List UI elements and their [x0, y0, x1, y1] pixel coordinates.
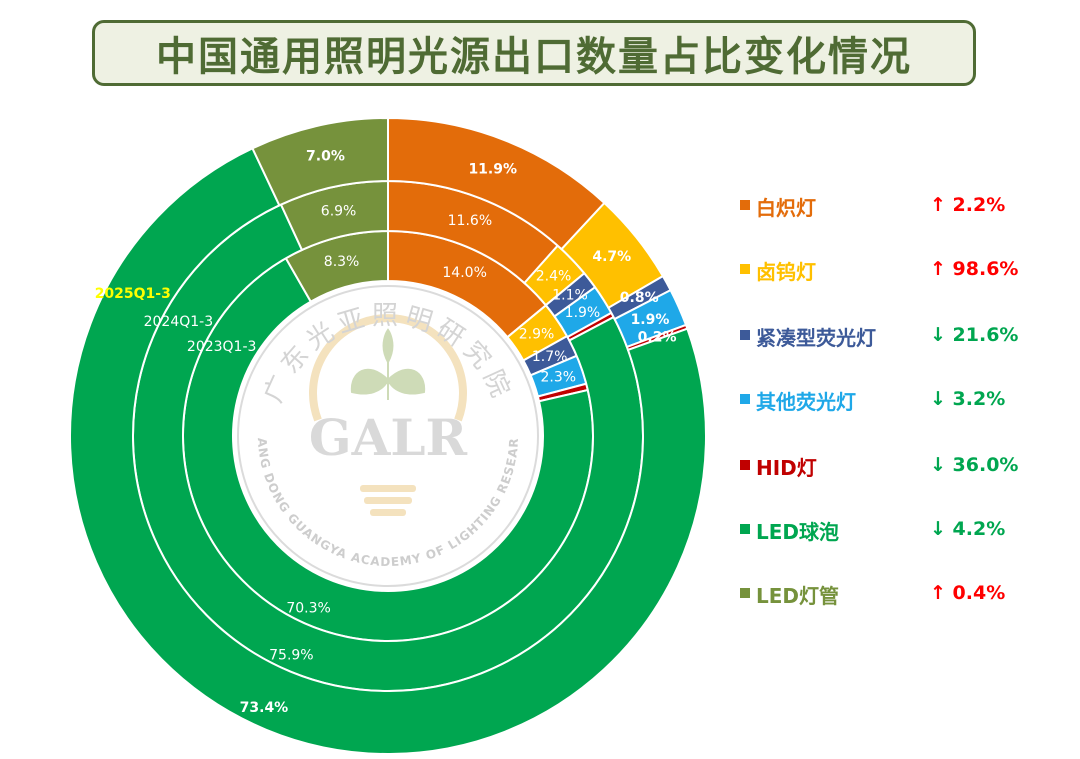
- sprout-icon: [350, 328, 426, 400]
- data-label-2024Q1-3-halogen: 2.4%: [536, 268, 572, 284]
- legend-change: ↓ 36.0%: [930, 454, 1019, 476]
- legend-swatch: [740, 524, 750, 534]
- legend-swatch: [740, 264, 750, 274]
- data-label-2025Q1-3-led-tube: 7.0%: [306, 148, 345, 164]
- data-label-2025Q1-3-other-fluorescent: 1.9%: [631, 312, 670, 328]
- bulb-base-2: [364, 497, 412, 504]
- legend-label: 其他荧光灯: [756, 390, 856, 414]
- chart-rings: [69, 116, 707, 755]
- data-label-2025Q1-3-hid: 0.2%: [638, 330, 677, 346]
- page-title: 中国通用照明光源出口数量占比变化情况: [156, 34, 912, 80]
- legend-item-led-bulb: LED球泡 ↓ 4.2%: [740, 514, 1070, 548]
- legend-item-cfl: 紧凑型荧光灯 ↓ 21.6%: [740, 320, 1070, 354]
- legend-item-halogen: 卤钨灯 ↑ 98.6%: [740, 254, 1070, 288]
- bulb-icon: [309, 314, 467, 422]
- data-label-2023Q1-3-halogen: 2.9%: [519, 326, 555, 342]
- legend-label: 卤钨灯: [756, 260, 816, 284]
- legend-change: ↑ 2.2%: [930, 194, 1006, 216]
- slice-2025Q1-3-led-bulb: [69, 146, 707, 755]
- legend-item-incandescent: 白炽灯 ↑ 2.2%: [740, 190, 1070, 224]
- slice-2025Q1-3-led-tube: [251, 116, 389, 207]
- data-label-2025Q1-3-cfl: 0.8%: [620, 290, 659, 306]
- legend-item-hid: HID灯 ↓ 36.0%: [740, 450, 1070, 484]
- data-label-2024Q1-3-other-fluorescent: 1.9%: [565, 305, 601, 321]
- legend-label: 白炽灯: [756, 196, 816, 220]
- bulb-base-3: [370, 509, 406, 516]
- bulb-base-1: [360, 485, 416, 492]
- legend-item-led-tube: LED灯管 ↑ 0.4%: [740, 578, 1070, 612]
- legend-label: HID灯: [756, 456, 817, 480]
- data-label-2024Q1-3-led-bulb: 75.9%: [269, 648, 313, 664]
- legend-change: ↓ 4.2%: [930, 518, 1006, 540]
- data-label-2025Q1-3-incandescent: 11.9%: [468, 161, 517, 177]
- legend-change: ↓ 21.6%: [930, 324, 1019, 346]
- legend-swatch: [740, 330, 750, 340]
- legend-label: LED球泡: [756, 520, 840, 544]
- data-label-2023Q1-3-led-bulb: 70.3%: [286, 601, 330, 617]
- legend-swatch: [740, 394, 750, 404]
- series-name-2024Q1-3: 2024Q1-3: [144, 314, 214, 330]
- watermark-disc: [233, 281, 543, 591]
- legend-label: 紧凑型荧光灯: [756, 326, 876, 350]
- series-name-2025Q1-3: 2025Q1-3: [95, 286, 171, 302]
- legend-change: ↑ 98.6%: [930, 258, 1019, 280]
- data-label-2025Q1-3-led-bulb: 73.4%: [240, 700, 289, 716]
- legend-item-other-fluorescent: 其他荧光灯 ↓ 3.2%: [740, 384, 1070, 418]
- data-label-2024Q1-3-cfl: 1.1%: [552, 287, 588, 303]
- data-label-2024Q1-3-led-tube: 6.9%: [321, 203, 357, 219]
- legend-change: ↓ 3.2%: [930, 388, 1006, 410]
- legend-swatch: [740, 200, 750, 210]
- chart-labels: 14.0% 2.9% 1.7% 2.3% 70.3% 8.3% 2023Q1-3 11.6% 2…: [95, 148, 677, 716]
- watermark-abbr: GALR: [309, 408, 468, 467]
- data-label-2024Q1-3-incandescent: 11.6%: [448, 213, 492, 229]
- legend-swatch: [740, 588, 750, 598]
- data-label-2023Q1-3-other-fluorescent: 2.3%: [541, 370, 577, 386]
- legend-label: LED灯管: [756, 584, 840, 608]
- data-label-2023Q1-3-cfl: 1.7%: [532, 349, 568, 365]
- series-name-2023Q1-3: 2023Q1-3: [187, 339, 257, 355]
- data-label-2025Q1-3-halogen: 4.7%: [592, 249, 631, 265]
- title-box: 中国通用照明光源出口数量占比变化情况: [92, 20, 976, 86]
- data-label-2023Q1-3-led-tube: 8.3%: [324, 254, 360, 270]
- legend-change: ↑ 0.4%: [930, 582, 1006, 604]
- legend-swatch: [740, 460, 750, 470]
- watermark-ring: [237, 285, 539, 587]
- data-label-2023Q1-3-incandescent: 14.0%: [442, 265, 486, 281]
